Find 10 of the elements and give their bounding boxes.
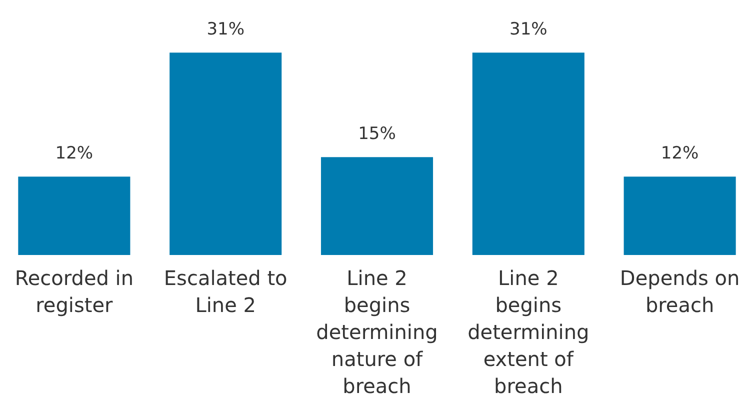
data-label: 12% [660,144,699,164]
data-label: 15% [358,124,396,144]
x-tick-label: Line 2 begins determining nature of breach [316,266,438,398]
data-label: 31% [206,20,244,40]
data-label: 12% [55,144,94,164]
x-tick-label: Depends on breach [620,266,740,317]
data-label: 31% [510,20,548,40]
x-tick-label: Recorded in register [14,266,134,317]
x-tick-label: Escalated to Line 2 [164,266,288,317]
x-tick-label: Line 2 begins determining extent of breach [468,266,590,398]
